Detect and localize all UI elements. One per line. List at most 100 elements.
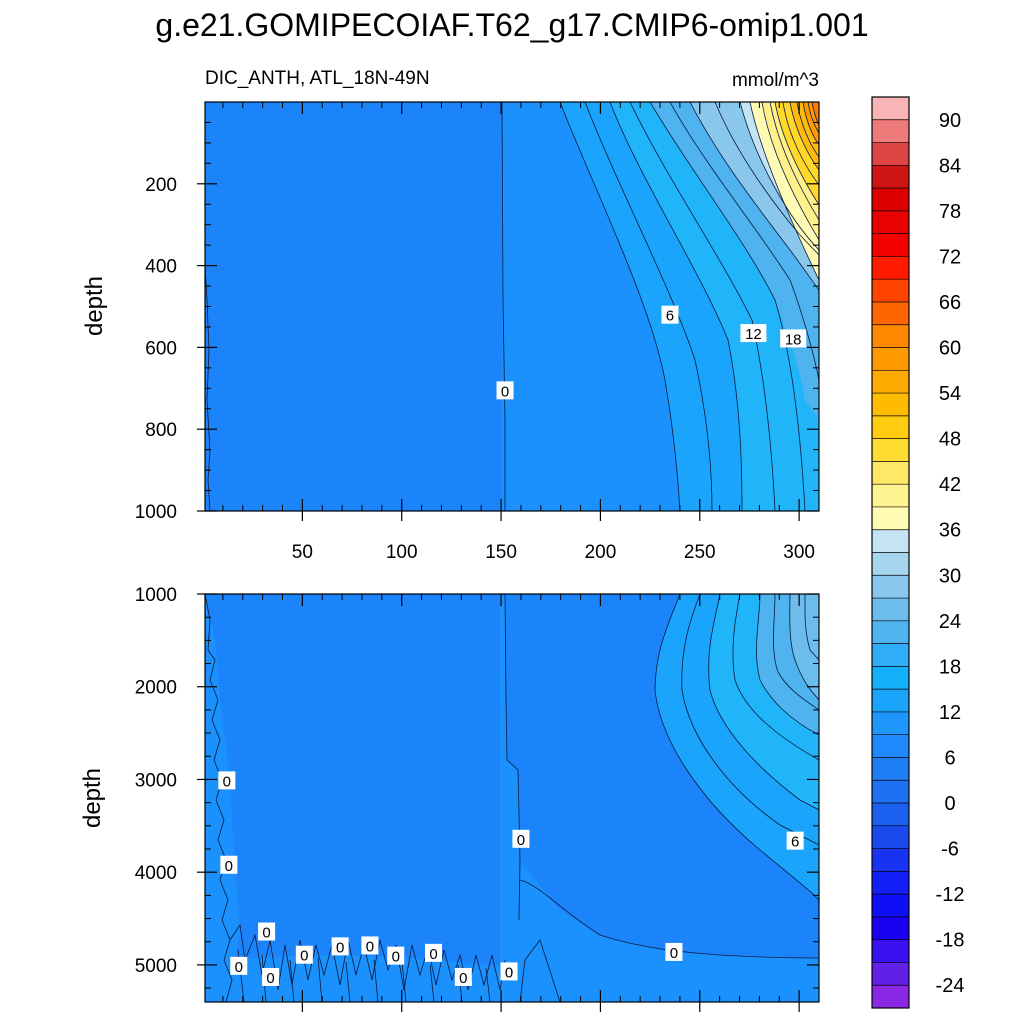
- colorbar-swatch: [872, 347, 909, 371]
- contour-label-text: 0: [223, 773, 231, 790]
- colorbar-swatch: [872, 119, 909, 144]
- contour-label: 0: [220, 855, 238, 875]
- lower-y-axis-label: depth: [79, 768, 106, 828]
- contour-label-box: [425, 943, 443, 962]
- units-label: mmol/m^3: [732, 70, 819, 91]
- x-tick-labels: 50 100 150 200 250 300: [292, 542, 815, 563]
- contour-label: 12: [740, 324, 767, 343]
- contour-label-box: [387, 946, 405, 965]
- colorbar-label: 18: [939, 656, 961, 678]
- contour-label-text: 0: [266, 970, 274, 987]
- colorbar-label: -12: [936, 884, 965, 906]
- colorbar-label: -30: [936, 1021, 965, 1024]
- colorbar-swatch: [872, 324, 909, 349]
- contour-label: 0: [262, 967, 280, 987]
- contour-label-box: [331, 937, 349, 956]
- colorbar-swatch: [872, 939, 909, 963]
- colorbar-label: 66: [939, 292, 961, 314]
- contour-label-box: [780, 329, 807, 348]
- contour-label: 0: [230, 956, 248, 976]
- lower-panel-fill: [205, 594, 819, 1002]
- contour-label-box: [665, 942, 683, 961]
- colorbar-swatch: [872, 415, 909, 440]
- colorbar-swatch: [872, 529, 909, 553]
- colorbar-label: 54: [939, 383, 961, 405]
- x-tick-label: 150: [485, 542, 517, 563]
- contour-label: 0: [496, 381, 514, 400]
- colorbar-swatch: [872, 142, 909, 166]
- y-tick-label: 5000: [135, 956, 177, 977]
- contour-label-box: [512, 829, 530, 848]
- colorbar-swatch: [872, 711, 909, 736]
- y-tick-label: 4000: [135, 863, 177, 884]
- colorbar-label: 0: [944, 793, 955, 815]
- colorbar-swatch: [872, 301, 909, 326]
- contour-label-text: 0: [225, 858, 233, 875]
- upper-band-60-66: [812, 102, 819, 125]
- contour-label-box: [361, 936, 379, 955]
- lower-contour-labels: 0 0 0 0 0 0 0 0 0 0 0 0 0 0 6: [218, 771, 804, 987]
- contour-label-text: 0: [505, 964, 513, 981]
- colorbar-swatch: [872, 233, 909, 257]
- contour-label-text: 6: [666, 308, 674, 325]
- colorbar-label: -24: [936, 975, 965, 997]
- lower-band-24-30: [789, 594, 819, 700]
- upper-panel-fill: [205, 102, 819, 511]
- contour-label-box: [500, 962, 518, 981]
- contour-label: 0: [295, 945, 313, 965]
- colorbar-swatch: [872, 598, 909, 622]
- contour-label-box: [230, 956, 248, 975]
- colorbar-swatch: [872, 279, 909, 303]
- contour-label-text: 0: [300, 948, 308, 965]
- colorbar-swatch: [872, 506, 909, 531]
- contour-label-box: [454, 967, 472, 986]
- y-tick-label: 600: [145, 338, 177, 359]
- x-tick-label: 100: [386, 542, 418, 563]
- colorbar-label: 84: [939, 155, 961, 177]
- contour-label-box: [661, 305, 679, 324]
- colorbar-swatch: [872, 666, 909, 690]
- colorbar-swatch: [872, 256, 909, 280]
- contour-label-text: 6: [791, 834, 799, 851]
- colorbar-swatch: [872, 962, 909, 986]
- contour-label-text: 0: [366, 938, 374, 955]
- colorbar-swatch: [872, 916, 909, 941]
- contour-label: 6: [661, 305, 679, 325]
- contour-label-text: 0: [670, 945, 678, 962]
- contour-label-text: 0: [517, 832, 525, 849]
- contour-label-text: 0: [429, 946, 437, 963]
- contour-label-text: 18: [785, 331, 802, 348]
- colorbar-swatch: [872, 848, 909, 872]
- colorbar-swatch: [872, 165, 909, 189]
- upper-y-axis-label: depth: [81, 276, 108, 336]
- contour-label-text: 0: [336, 939, 344, 956]
- upper-axis-ticks: 200 400 600 800 1000: [135, 101, 820, 523]
- contour-label: 0: [454, 967, 472, 987]
- colorbar-swatch: [872, 575, 909, 599]
- contour-label: 0: [665, 942, 683, 962]
- colorbar-swatch: [872, 552, 909, 576]
- contour-label: 0: [500, 962, 518, 981]
- colorbar-swatch: [872, 97, 909, 121]
- colorbar-swatch: [872, 438, 909, 462]
- colorbar-swatch: [872, 803, 909, 827]
- colorbar-label: 6: [944, 747, 955, 769]
- contour-label: 0: [218, 771, 236, 790]
- colorbar-label: -6: [941, 839, 959, 861]
- colorbar-swatch: [872, 871, 909, 895]
- contour-label: 0: [331, 937, 349, 956]
- x-tick-label: 50: [292, 542, 313, 563]
- colorbar-swatch: [872, 188, 909, 212]
- y-tick-label: 1000: [135, 585, 177, 606]
- colorbar-swatch: [872, 461, 909, 485]
- colorbar-label: 12: [939, 702, 961, 724]
- colorbar-label: 48: [939, 429, 961, 451]
- contour-label-box: [258, 922, 276, 941]
- contour-label-box: [220, 855, 238, 874]
- upper-contour-labels: 0 6 12 18: [496, 305, 807, 400]
- colorbar-frame: [871, 96, 910, 1009]
- colorbar-label: 72: [939, 246, 961, 268]
- colorbar-label: 78: [939, 201, 961, 223]
- x-tick-label: 250: [684, 542, 716, 563]
